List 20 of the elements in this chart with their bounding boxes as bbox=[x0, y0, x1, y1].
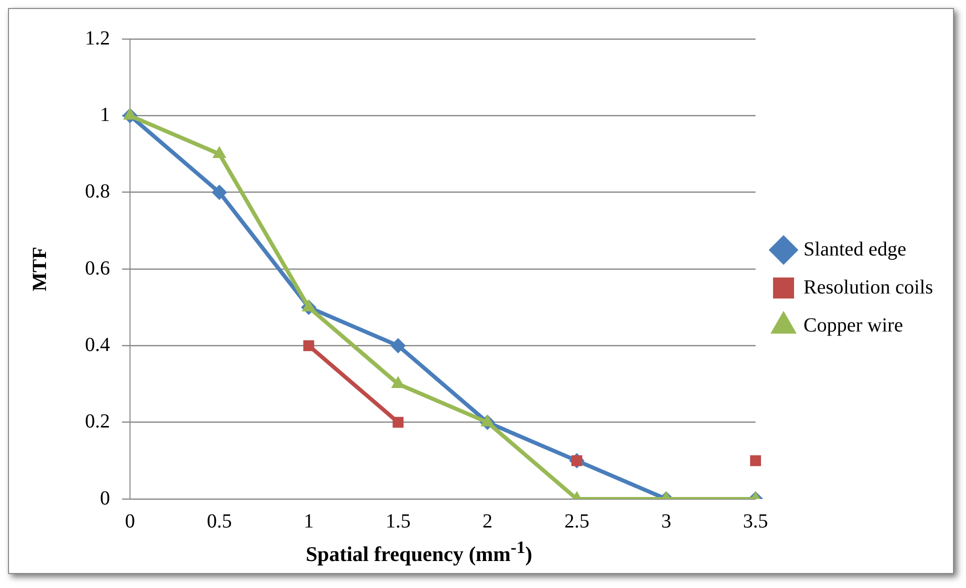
y-tick-label: 0 bbox=[100, 487, 110, 510]
x-tick-label: 3 bbox=[661, 510, 672, 532]
x-tick-label: 3.5 bbox=[743, 510, 768, 532]
y-tick-label: 0.8 bbox=[85, 180, 110, 203]
y-tick-label: 0.6 bbox=[85, 257, 110, 280]
legend-label: Resolution coils bbox=[804, 276, 934, 298]
x-axis-title: Spatial frequency (mm$^{-1}$) bbox=[304, 537, 534, 568]
x-tick-label: 0.5 bbox=[206, 510, 232, 532]
x-tick-label: 2.5 bbox=[564, 510, 590, 532]
y-tick-label: 0.4 bbox=[85, 334, 110, 356]
legend-label: Copper wire bbox=[804, 314, 904, 336]
y-axis-title: MTF bbox=[29, 246, 52, 292]
y-tick-label: 1 bbox=[100, 104, 110, 126]
y-tick-label: 1.2 bbox=[85, 27, 110, 50]
legend-label: Slanted edge bbox=[804, 238, 906, 260]
y-tick-label: 0.2 bbox=[85, 410, 110, 433]
x-tick-label: 1.5 bbox=[386, 510, 411, 532]
x-tick-label: 2 bbox=[482, 510, 492, 532]
x-tick-label: 1 bbox=[304, 510, 314, 532]
x-tick-label: 0 bbox=[125, 510, 135, 532]
